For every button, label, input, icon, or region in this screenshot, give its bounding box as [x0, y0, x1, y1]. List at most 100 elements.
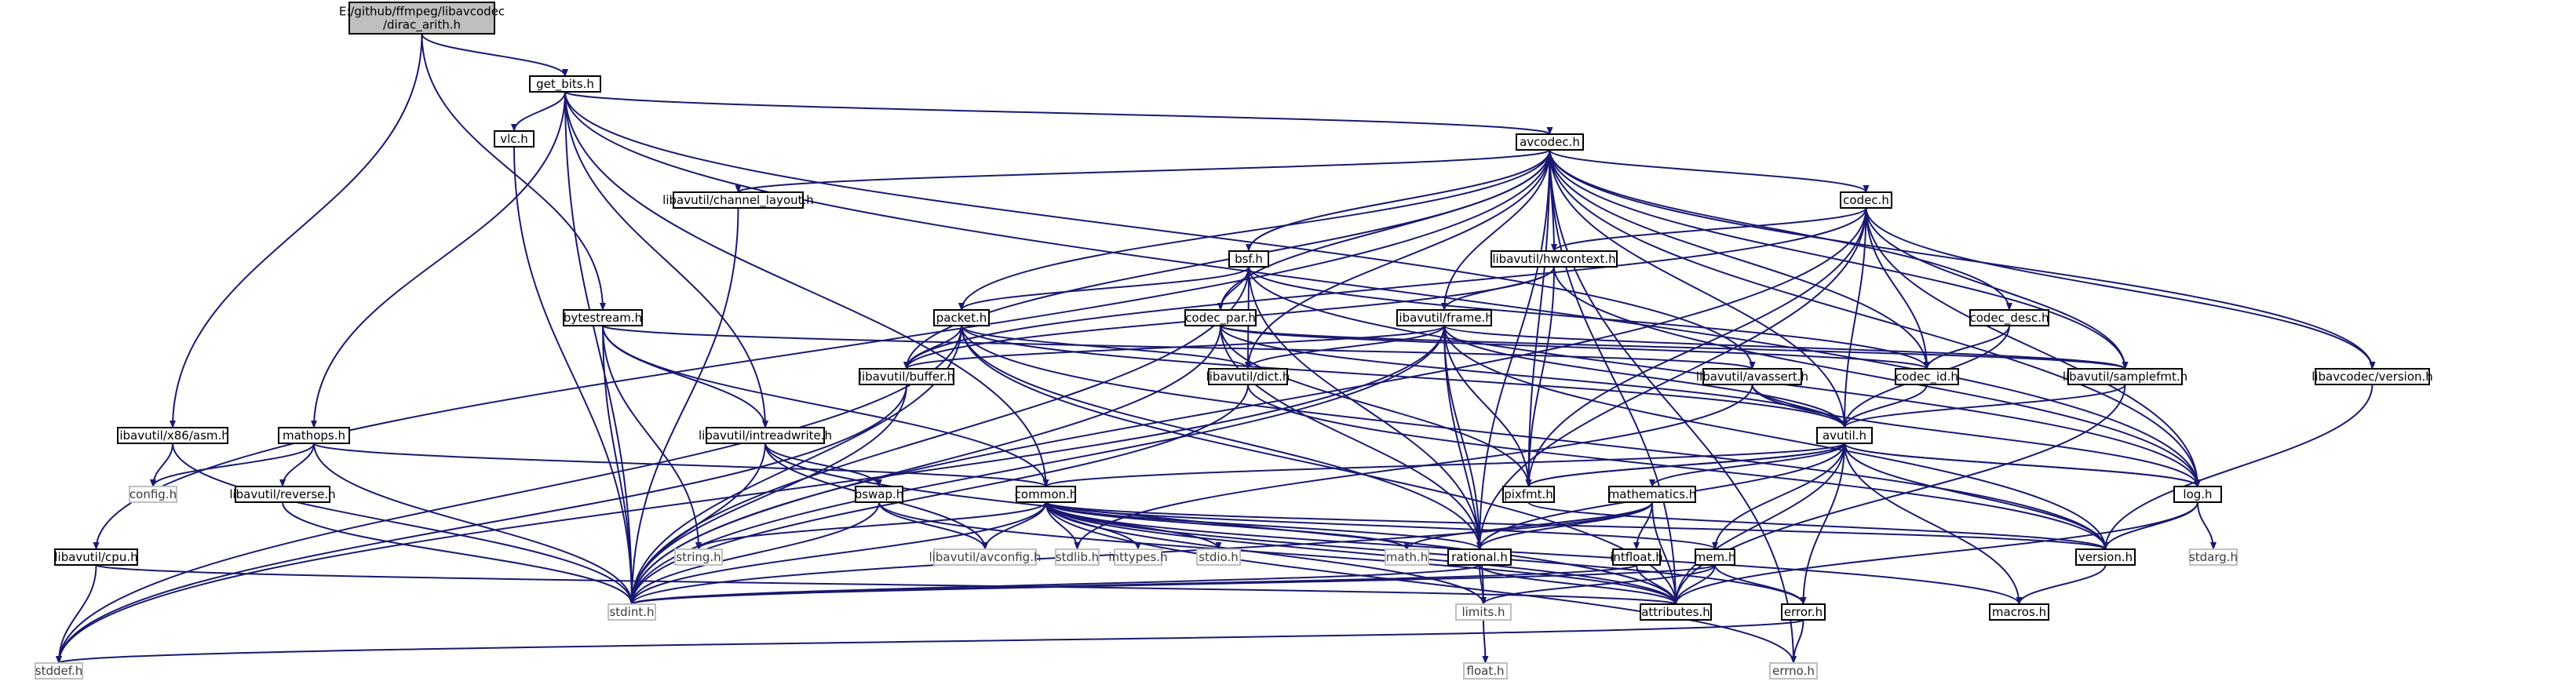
node-bsf[interactable]: bsf.h [1228, 250, 1269, 268]
node-root[interactable]: E:/github/ffmpeg/libavcodec/dirac_arith.… [339, 2, 505, 35]
node-mem[interactable]: mem.h [1695, 548, 1736, 566]
node-pixfmt[interactable]: pixfmt.h [1502, 486, 1555, 503]
node-macros[interactable]: macros.h [1989, 603, 2049, 621]
node-samplefmt[interactable]: libavutil/samplefmt.h [2063, 368, 2187, 385]
edge-line [1245, 149, 1551, 370]
node-avcodec[interactable]: avcodec.h [1516, 133, 1584, 151]
node-label: config.h [130, 487, 177, 501]
node-label: libavutil/samplefmt.h [2063, 370, 2187, 384]
node-box [117, 427, 228, 444]
node-reverse[interactable]: libavutil/reverse.h [229, 486, 336, 503]
node-mathematics[interactable]: mathematics.h [1608, 486, 1697, 503]
node-label: inttypes.h [1108, 550, 1167, 564]
node-box [674, 548, 723, 566]
node-label: stdint.h [609, 605, 654, 619]
edge-bytestream-to-intreadwrite [602, 325, 768, 428]
edge-dict-to-version [1247, 384, 2109, 550]
edge-mathops-to-config [150, 443, 315, 487]
edge-frame-to-avutil [1443, 325, 1848, 428]
edge-codec_par-to-samplefmt [1220, 325, 2129, 370]
edge-log-to-version [2102, 501, 2198, 550]
edge-line [1751, 384, 2201, 487]
node-intreadwrite[interactable]: libavutil/intreadwrite.h [699, 427, 832, 444]
node-label: avutil.h [1823, 428, 1866, 443]
node-dict[interactable]: libavutil/dict.h [1206, 368, 1290, 385]
edge-log-to-avutil [1841, 443, 2198, 487]
node-box [1895, 368, 1959, 385]
edge-line [1220, 325, 1930, 370]
edge-root-to-asm [170, 33, 423, 428]
edge-line [1551, 207, 1867, 252]
node-codec_desc[interactable]: codec_desc.h [1969, 309, 2049, 326]
node-version[interactable]: version.h [2075, 548, 2136, 566]
edge-avcodec-to-frame [1441, 149, 1551, 311]
node-label: get_bits.h [536, 77, 594, 92]
edge-avcodec-to-channel_layout [735, 149, 1551, 193]
node-box [706, 427, 825, 444]
node-bytestream[interactable]: bytestream.h [563, 309, 643, 326]
node-lavc_version[interactable]: libavcodec/version.h [2311, 368, 2433, 385]
node-cpu[interactable]: libavutil/cpu.h [54, 548, 138, 566]
node-label: libavutil/hwcontext.h [1492, 252, 1615, 266]
node-rational[interactable]: rational.h [1447, 548, 1512, 566]
edge-get_bits-to-stdint [564, 91, 635, 605]
node-bswap[interactable]: bswap.h [855, 486, 904, 503]
node-stddef: stddef.h [35, 662, 83, 680]
edge-line [602, 325, 1049, 487]
node-get_bits[interactable]: get_bits.h [529, 75, 601, 93]
node-stdio: stdio.h [1196, 548, 1241, 566]
node-error[interactable]: error.h [1781, 603, 1826, 621]
node-mathops[interactable]: mathops.h [278, 427, 350, 444]
node-errno: errno.h [1769, 662, 1818, 680]
edge-common-to-string [695, 501, 1047, 550]
edge-line [878, 501, 988, 550]
edge-line [1527, 443, 1848, 487]
node-frame[interactable]: libavutil/frame.h [1396, 309, 1493, 326]
edge-line [958, 149, 1551, 311]
edge-mathematics-to-attributes [1651, 501, 1679, 605]
edge-line [1553, 266, 2201, 487]
edge-line [1476, 149, 1551, 550]
node-packet[interactable]: packet.h [933, 309, 990, 326]
node-label: log.h [2183, 487, 2212, 501]
node-common[interactable]: common.h [1015, 486, 1078, 503]
node-vlc[interactable]: vlc.h [494, 130, 535, 148]
edge-frame-to-pixfmt [1443, 325, 1532, 487]
node-codec_id[interactable]: codec_id.h [1895, 368, 1959, 385]
edge-line [1247, 384, 2109, 550]
edge-mathops-to-stdint [313, 443, 635, 605]
node-box [2189, 548, 2238, 566]
edge-samplefmt-to-avutil [1841, 384, 2126, 428]
edge-bsf-to-packet [958, 266, 1250, 311]
node-label: codec.h [1843, 193, 1889, 207]
node-hwcontext[interactable]: libavutil/hwcontext.h [1491, 250, 1618, 268]
node-intfloat[interactable]: intfloat.h [1610, 548, 1663, 566]
node-asm[interactable]: libavutil/x86/asm.h [116, 427, 229, 444]
node-buffer[interactable]: libavutil/buffer.h [859, 368, 954, 385]
edge-line [961, 325, 1848, 428]
node-channel_layout[interactable]: libavutil/channel_layout.h [662, 191, 814, 209]
edge-line [564, 91, 1553, 135]
node-avassert[interactable]: libavutil/avassert.h [1696, 368, 1808, 385]
node-box [1196, 548, 1241, 566]
node-codec_par[interactable]: codec_par.h [1184, 309, 1257, 326]
edge-bswap-to-attributes [878, 501, 1679, 605]
node-box [54, 548, 138, 566]
node-avutil[interactable]: avutil.h [1816, 427, 1873, 444]
edge-avcodec-to-codec_id [1549, 149, 1930, 370]
node-codec[interactable]: codec.h [1840, 191, 1892, 209]
node-box [1695, 548, 1735, 566]
node-label: common.h [1015, 487, 1078, 501]
edge-asm-to-config [150, 443, 173, 487]
node-avconfig: libavutil/avconfig.h [929, 548, 1041, 566]
node-inttypes: inttypes.h [1108, 548, 1168, 566]
edge-dict-to-stdint [629, 384, 1249, 605]
edge-line [1245, 325, 1445, 370]
node-label: libavutil/reverse.h [229, 487, 335, 501]
node-log[interactable]: log.h [2173, 486, 2222, 503]
edge-line [150, 443, 315, 487]
node-box [2075, 548, 2136, 566]
edge-avutil-to-error [1800, 443, 1845, 605]
node-attributes[interactable]: attributes.h [1640, 603, 1712, 621]
edge-root-to-get_bits [421, 33, 568, 77]
